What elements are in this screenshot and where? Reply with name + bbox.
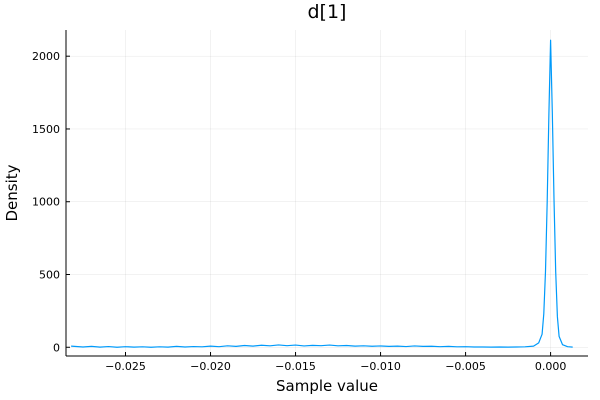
axes: [65, 30, 588, 357]
x-tick-label: −0.020: [190, 360, 231, 373]
y-tick-label: 0: [53, 341, 60, 354]
chart-title: d[1]: [308, 1, 347, 23]
series: [71, 39, 573, 348]
y-tick-label: 2000: [32, 50, 60, 63]
x-tick-label: −0.025: [105, 360, 146, 373]
tick-labels: −0.025 −0.020 −0.015 −0.010 −0.005 0.000 0 500 1…: [32, 50, 566, 373]
x-tick-label: 0.000: [535, 360, 567, 373]
x-axis-label: Sample value: [276, 377, 378, 395]
x-tick-label: −0.010: [360, 360, 401, 373]
y-tick-label: 500: [39, 269, 60, 282]
density-line: [71, 39, 573, 348]
grid: [66, 30, 588, 356]
x-tick-label: −0.005: [445, 360, 486, 373]
y-tick-label: 1000: [32, 196, 60, 209]
x-tick-label: −0.015: [275, 360, 316, 373]
y-tick-label: 1500: [32, 123, 60, 136]
y-axis-label: Density: [3, 164, 21, 221]
